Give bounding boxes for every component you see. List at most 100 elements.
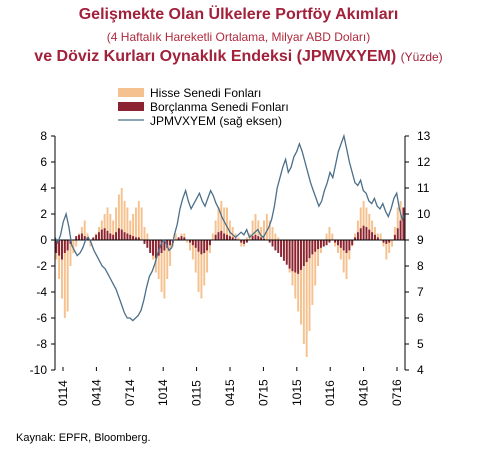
bond-bar <box>339 240 342 248</box>
equity-bar <box>277 237 280 240</box>
bond-bar <box>223 233 226 240</box>
bond-bar <box>97 232 100 240</box>
equity-bar <box>189 240 191 251</box>
bond-bar <box>359 228 362 240</box>
equity-bar <box>240 240 243 247</box>
bond-bar <box>300 240 302 270</box>
bond-bar <box>356 232 359 240</box>
left-tick-label: 4 <box>40 181 47 195</box>
equity-bar <box>325 233 328 240</box>
bond-bar <box>271 240 274 247</box>
equity-bar <box>137 201 140 240</box>
bond-bar <box>163 240 166 251</box>
bond-bar <box>245 240 248 243</box>
equity-bar <box>83 220 86 240</box>
bond-bar <box>317 240 320 250</box>
equity-bar <box>86 233 89 240</box>
bond-bar <box>393 234 396 240</box>
bond-bar <box>109 233 112 240</box>
x-tick-label: 0114 <box>56 380 70 406</box>
equity-bar <box>388 240 391 253</box>
equity-bar <box>251 220 254 240</box>
left-tick-label: 2 <box>40 207 47 221</box>
equity-bar <box>166 240 169 279</box>
equity-bar <box>146 233 149 240</box>
bond-bar <box>117 228 120 240</box>
right-tick-label: 10 <box>417 207 431 221</box>
bond-bar <box>294 240 297 273</box>
bond-bar <box>399 220 402 240</box>
bond-bar <box>334 240 337 243</box>
bond-bar <box>203 240 206 253</box>
equity-bar <box>211 233 214 240</box>
equity-bar <box>393 227 396 240</box>
x-tick-label: 0115 <box>190 380 204 406</box>
equity-bar <box>337 240 339 253</box>
bond-bar <box>280 240 283 257</box>
chart-unit: (Yüzde) <box>400 50 443 64</box>
x-tick-label: 1015 <box>290 379 304 406</box>
equity-bar <box>274 233 277 240</box>
bond-bar <box>208 240 211 246</box>
bond-bar <box>60 240 63 260</box>
equity-bar <box>271 227 274 240</box>
equity-bar <box>183 233 186 240</box>
equity-bar <box>208 240 211 253</box>
bond-bar <box>396 228 399 240</box>
jpmvxyem-line <box>54 133 406 322</box>
equity-bar <box>120 188 123 240</box>
bond-bar <box>325 240 328 246</box>
bond-bar <box>80 233 83 240</box>
x-tick-label: 0714 <box>123 379 137 406</box>
equity-bar <box>123 201 126 240</box>
bond-bar <box>63 240 66 253</box>
equity-bar <box>126 207 129 240</box>
x-tick-label: 0415 <box>223 379 237 406</box>
bond-bar <box>388 240 391 243</box>
right-tick-label: 4 <box>417 363 424 377</box>
equity-bar <box>75 240 78 247</box>
bond-bar <box>183 237 186 240</box>
equity-bar <box>334 240 337 247</box>
bond-bar <box>66 240 69 251</box>
bond-bar <box>319 240 322 248</box>
bond-bar <box>348 240 351 251</box>
right-tick-label: 9 <box>417 233 424 247</box>
equity-bar <box>368 214 371 240</box>
bond-bar <box>385 240 388 244</box>
bond-bar <box>177 237 180 240</box>
bond-bar <box>83 236 86 240</box>
equity-bar <box>263 220 265 240</box>
equity-bar <box>169 240 172 266</box>
right-tick-label: 11 <box>417 181 430 195</box>
source-note: Kaynak: EPFR, Bloomberg. <box>16 432 151 444</box>
bond-bar <box>106 230 109 240</box>
equity-bar <box>268 220 271 240</box>
equity-bar <box>157 240 160 279</box>
x-tick-label: 0416 <box>357 379 371 406</box>
left-tick-label: -8 <box>36 337 47 351</box>
bond-bar <box>277 240 280 253</box>
bond-bar <box>55 240 58 253</box>
bond-bar <box>362 225 365 240</box>
bond-bar <box>197 240 200 252</box>
equity-bar <box>160 240 163 292</box>
equity-bar <box>89 240 92 247</box>
left-tick-label: 6 <box>40 155 47 169</box>
equity-bar <box>237 237 240 240</box>
legend-swatch-equity <box>118 88 144 97</box>
equity-bar <box>300 240 302 325</box>
bond-bar <box>157 240 160 256</box>
bond-bar <box>169 240 172 246</box>
bond-bar <box>95 234 98 240</box>
bond-bar <box>371 232 374 240</box>
bond-bar <box>291 240 294 272</box>
left-tick-label: -4 <box>36 285 47 299</box>
equity-bar <box>308 240 311 331</box>
bond-bar <box>368 229 371 240</box>
equity-bar <box>305 240 308 357</box>
equity-bar <box>245 237 248 240</box>
right-tick-label: 12 <box>417 155 431 169</box>
equity-bar <box>371 220 374 240</box>
bond-bar <box>260 237 263 240</box>
